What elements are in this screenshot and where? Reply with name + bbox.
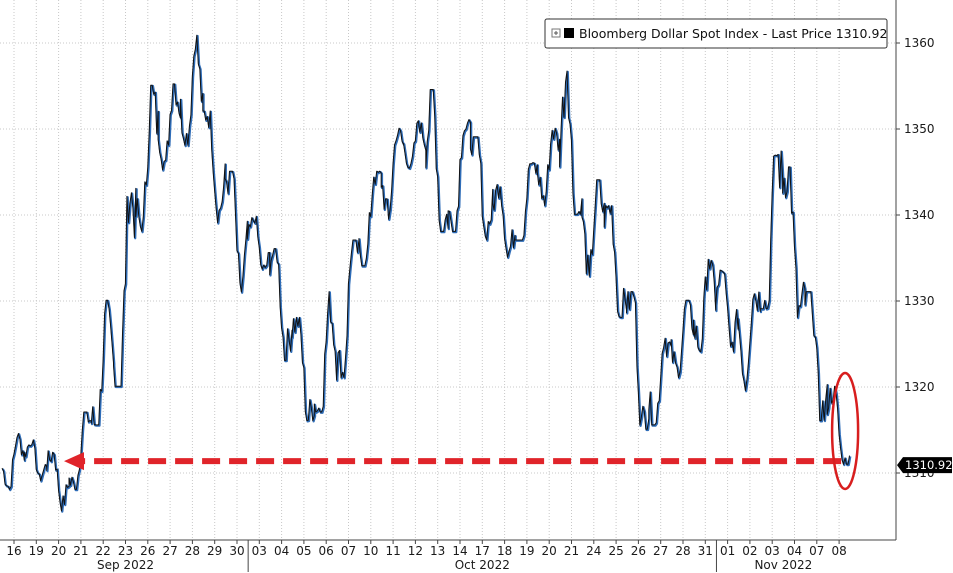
y-tick-label: 1320 — [904, 380, 935, 394]
x-tick-label: 12 — [408, 544, 423, 558]
y-tick-label: 1340 — [904, 208, 935, 222]
x-tick-label: 20 — [542, 544, 557, 558]
x-tick-label: 14 — [452, 544, 467, 558]
grid — [0, 0, 896, 540]
x-tick-label: 30 — [229, 544, 244, 558]
legend: Bloomberg Dollar Spot Index - Last Price… — [544, 18, 888, 49]
x-tick-label: 21 — [73, 544, 88, 558]
x-tick-label: 07 — [341, 544, 356, 558]
x-tick-label: 27 — [162, 544, 177, 558]
red-highlight-ellipse — [830, 371, 860, 491]
x-tick-label: 29 — [207, 544, 222, 558]
axes — [0, 0, 900, 572]
price-line-shadow — [1, 34, 852, 513]
x-tick-label: 03 — [765, 544, 780, 558]
x-tick-label: 07 — [809, 544, 824, 558]
month-label: Nov 2022 — [754, 558, 812, 572]
x-tick-label: 19 — [29, 544, 44, 558]
x-tick-label: 08 — [831, 544, 846, 558]
x-tick-label: 03 — [252, 544, 267, 558]
x-tick-label: 10 — [363, 544, 378, 558]
x-tick-label: 23 — [118, 544, 133, 558]
x-tick-label: 13 — [430, 544, 445, 558]
x-tick-label: 28 — [185, 544, 200, 558]
legend-label: Bloomberg Dollar Spot Index - Last Price… — [579, 26, 887, 41]
x-tick-label: 19 — [519, 544, 534, 558]
price-series — [1, 34, 852, 513]
x-tick-label: 26 — [631, 544, 646, 558]
x-tick-label: 20 — [51, 544, 66, 558]
legend-box — [544, 18, 888, 49]
x-tick-label: 21 — [564, 544, 579, 558]
month-label: Oct 2022 — [455, 558, 510, 572]
x-tick-label: 22 — [96, 544, 111, 558]
month-label: Sep 2022 — [97, 558, 154, 572]
legend-color-swatch — [564, 28, 574, 38]
x-tick-label: 18 — [497, 544, 512, 558]
x-tick-label: 28 — [675, 544, 690, 558]
annotations — [64, 371, 860, 491]
x-tick-label: 16 — [6, 544, 21, 558]
x-tick-label: 06 — [319, 544, 334, 558]
x-tick-label: 26 — [140, 544, 155, 558]
x-tick-label: 17 — [475, 544, 490, 558]
x-axis-labels: 16 19 20 21 22 23 26 27 28 29 30 03 04 05 06 07 10 11 12 13… — [6, 544, 846, 572]
x-tick-label: 04 — [274, 544, 289, 558]
x-tick-label: 05 — [296, 544, 311, 558]
x-tick-label: 24 — [586, 544, 601, 558]
x-tick-label: 11 — [385, 544, 400, 558]
x-tick-label: 31 — [698, 544, 713, 558]
y-axis-labels: 131013201330134013501360 — [904, 36, 935, 480]
last-price-tag: 1310.92 — [897, 457, 953, 474]
x-tick-label: 02 — [742, 544, 757, 558]
x-tick-label: 01 — [720, 544, 735, 558]
x-tick-label: 25 — [608, 544, 623, 558]
last-price-label: 1310.92 — [905, 458, 953, 472]
y-tick-label: 1330 — [904, 294, 935, 308]
price-line — [1, 34, 850, 512]
red-arrow-head-icon — [64, 452, 84, 471]
x-tick-label: 04 — [787, 544, 802, 558]
y-tick-label: 1350 — [904, 122, 935, 136]
x-tick-label: 27 — [653, 544, 668, 558]
y-tick-label: 1360 — [904, 36, 935, 50]
